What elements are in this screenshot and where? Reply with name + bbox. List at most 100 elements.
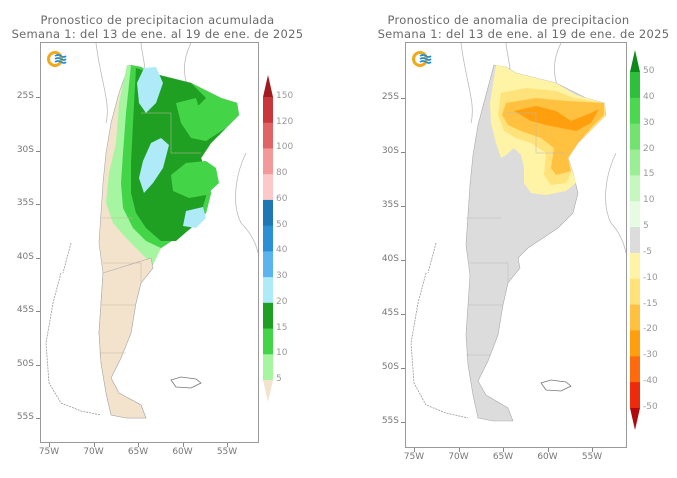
colorbar-label: 40: [276, 245, 288, 256]
colorbar-segment: [630, 97, 640, 125]
colorbar-segment: [263, 328, 273, 355]
colorbar-segment: [630, 356, 640, 383]
colorbar-label: 10: [643, 195, 655, 206]
colorbar-segment: [630, 149, 640, 176]
lat-tick: [401, 98, 405, 99]
lon-label: 65W: [492, 452, 514, 462]
lat-tick: [401, 260, 405, 261]
colorbar-label: 40: [643, 91, 655, 102]
colorbar-label: -40: [643, 376, 658, 387]
lon-tick: [138, 443, 139, 447]
right-map: [410, 43, 626, 422]
colorbar-label: 50: [276, 219, 288, 230]
colorbar-label: 15: [276, 322, 288, 333]
lat-tick: [36, 97, 40, 98]
lat-label: 50S: [381, 362, 399, 372]
lon-label: 75W: [403, 452, 425, 462]
lat-label: 35S: [16, 198, 34, 208]
province-borders: [466, 112, 566, 356]
colorbar-label: 5: [276, 374, 282, 384]
colorbar-segment: [630, 201, 640, 228]
lon-label: 55W: [216, 447, 238, 457]
lat-tick: [401, 152, 405, 153]
colorbar-segment: [630, 123, 640, 151]
colorbar-segment: [263, 302, 273, 330]
colorbar-label: -50: [643, 402, 658, 412]
lat-label: 55S: [381, 416, 399, 426]
lat-tick: [401, 422, 405, 423]
colorbar-segment: [263, 354, 273, 381]
logo-icon: [412, 51, 432, 67]
lon-label: 60W: [537, 452, 558, 462]
precip-20-30-south: [183, 207, 206, 228]
lat-label: 55S: [16, 412, 34, 422]
neighbor-borders: [460, 43, 626, 254]
lat-label: 30S: [16, 144, 34, 155]
lon-tick: [503, 448, 504, 452]
colorbar-segment: [630, 72, 640, 99]
precip-15-20: [131, 68, 231, 241]
colorbar-label: 20: [276, 296, 288, 307]
left-title-line2: Semana 1: del 13 de ene. al 19 de ene. d…: [11, 27, 304, 41]
province-borders: [99, 112, 201, 354]
chile-coast: [410, 242, 469, 419]
lon-tick: [93, 443, 95, 447]
colorbar-label: -15: [643, 298, 658, 309]
lat-tick: [36, 418, 40, 419]
right-title-line1: Pronostico de anomalia de precipitacion: [387, 13, 630, 27]
colorbar-label: 5: [643, 221, 649, 232]
colorbar-label: 50: [643, 66, 655, 76]
logo-icon: [47, 51, 67, 67]
colorbar-segment: [263, 199, 273, 227]
colorbar-segment: [630, 227, 640, 254]
lat-label: 25S: [381, 92, 399, 102]
colorbar-arrow-top: [263, 75, 273, 97]
lat-tick: [36, 364, 40, 366]
lat-tick: [401, 314, 405, 315]
lat-label: 45S: [16, 305, 34, 315]
colorbar-label: 10: [276, 348, 288, 359]
lon-tick: [458, 448, 460, 452]
lon-label: 70W: [448, 452, 469, 462]
colorbar-segment: [630, 330, 640, 357]
colorbar-arrow-bottom: [263, 380, 273, 402]
lat-tick: [36, 257, 40, 259]
colorbar-label: 150: [276, 91, 294, 101]
colorbar-segment: [263, 251, 273, 278]
malvinas-islands: [170, 376, 202, 389]
lon-tick: [414, 448, 415, 452]
lon-label: 55W: [581, 452, 603, 462]
lat-tick: [401, 206, 405, 207]
lat-tick: [36, 150, 40, 152]
colorbar-segment: [630, 304, 640, 331]
colorbar-label: 30: [276, 271, 288, 282]
colorbar-label: 20: [643, 143, 655, 154]
lon-label: 70W: [83, 447, 104, 457]
left-colorbar: 150 120 100 80 60 50 40 30 20 15 10 5: [263, 75, 303, 402]
colorbar-graphic: [263, 75, 273, 402]
lon-tick: [49, 443, 50, 447]
precip-10-15-blob-ne: [176, 98, 237, 141]
lat-label: 25S: [16, 91, 34, 101]
colorbar-label: 80: [276, 168, 288, 179]
colorbar-label: 30: [643, 117, 655, 128]
colorbar-segment: [630, 252, 640, 280]
precip-10-15-blob-c: [171, 161, 219, 198]
malvinas-islands: [540, 379, 572, 392]
colorbar-segment: [263, 97, 273, 124]
lon-tick: [182, 443, 184, 447]
lat-tick: [36, 204, 40, 205]
lat-label: 45S: [381, 308, 399, 318]
patagonia-land: [98, 257, 154, 419]
lat-tick: [36, 311, 40, 312]
chile-coast: [45, 242, 102, 416]
colorbar-arrow-top: [630, 50, 640, 72]
smn-logo: [47, 49, 67, 73]
lat-label: 30S: [381, 146, 399, 156]
colorbar-label: -5: [643, 246, 652, 257]
anomaly-minus20-minus30: [514, 106, 599, 131]
left-map-frame: [40, 42, 259, 443]
colorbar-segment: [263, 148, 273, 175]
colorbar-segment: [630, 175, 640, 202]
colorbar-label: 120: [276, 116, 294, 127]
